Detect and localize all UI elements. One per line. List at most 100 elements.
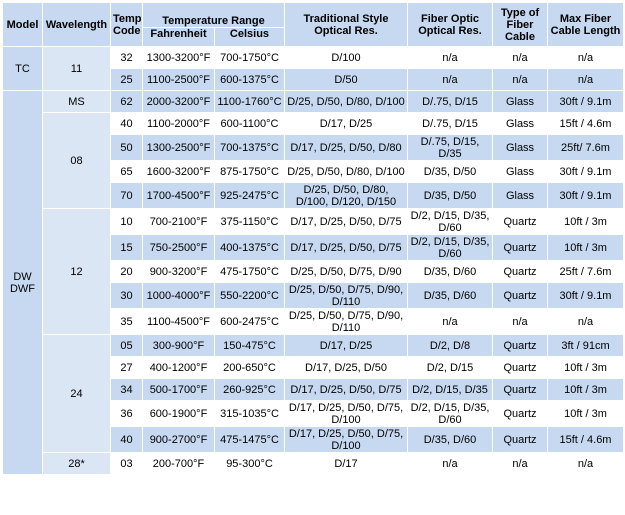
table-cell: 10ft / 3m bbox=[547, 234, 624, 261]
table-cell: 700-2100°F bbox=[142, 208, 215, 235]
table-cell: 65 bbox=[110, 160, 143, 183]
table-cell: Quartz bbox=[492, 426, 548, 453]
table-cell: D/35, D/50 bbox=[407, 160, 493, 183]
table-cell: n/a bbox=[492, 46, 548, 69]
table-cell: Quartz bbox=[492, 260, 548, 283]
table-cell: D/17, D/25, D/50, D/75, D/100 bbox=[284, 400, 408, 427]
table-cell: 10ft / 3m bbox=[547, 378, 624, 401]
table-cell: D/35, D/60 bbox=[407, 282, 493, 309]
table-cell: 150-475°C bbox=[214, 334, 285, 357]
table-row: 35 1100-4500°F 600-2475°C D/25, D/50, D/75,… bbox=[3, 308, 624, 335]
wavelength-cell: MS bbox=[42, 90, 111, 113]
table-cell: D/25, D/50, D/75, D/90, D/110 bbox=[284, 308, 408, 335]
table-row: 15 750-2500°F 400-1375°C D/17, D/25, D/50, … bbox=[3, 234, 624, 261]
table-row: DW DWF MS 62 2000-3200°F 1100-1760°C D/25, D/… bbox=[2, 90, 624, 475]
table-row: 34 500-1700°F 260-925°C D/17, D/25, D/50, D… bbox=[3, 378, 624, 401]
wavelength-cell: 11 bbox=[42, 46, 111, 91]
header-cell: Wavelength bbox=[42, 2, 111, 47]
table-cell: 40 bbox=[110, 112, 143, 135]
table-cell: 900-2700°F bbox=[142, 426, 215, 453]
table-body: TC 11 32 1300-3200°F 700-1750°C D/100 n/a n/a n/… bbox=[2, 46, 624, 475]
wavelength-cell: 08 bbox=[42, 112, 111, 209]
model-cell: TC bbox=[2, 46, 43, 91]
header-cell: Fiber Optic Optical Res. bbox=[407, 2, 493, 47]
table-cell: 550-2200°C bbox=[214, 282, 285, 309]
table-cell: n/a bbox=[492, 68, 548, 91]
table-row: 28* 03 200-700°F 95-300°C D/17 n/a n/a n/a bbox=[3, 452, 624, 475]
table-cell: Quartz bbox=[492, 282, 548, 309]
table-cell: 34 bbox=[110, 378, 143, 401]
header-cell: Celsius bbox=[214, 27, 285, 47]
table-cell: 260-925°C bbox=[214, 378, 285, 401]
table-cell: D/17, D/25, D/50, D/75 bbox=[284, 378, 408, 401]
table-cell: 25ft/ 7.6m bbox=[547, 134, 624, 161]
table-cell: 875-1750°C bbox=[214, 160, 285, 183]
table-cell: 95-300°C bbox=[214, 452, 285, 475]
table-cell: Quartz bbox=[492, 356, 548, 379]
table-cell: D/17, D/25, D/50, D/75 bbox=[284, 234, 408, 261]
table-cell: n/a bbox=[407, 308, 493, 335]
table-cell: 600-1375°C bbox=[214, 68, 285, 91]
header-cell: Traditional Style Optical Res. bbox=[284, 2, 408, 47]
table-cell: D/25, D/50, D/75, D/90 bbox=[284, 260, 408, 283]
table-cell: 1300-2500°F bbox=[142, 134, 215, 161]
table-cell: 30ft / 9.1m bbox=[547, 160, 624, 183]
table-cell: 200-650°C bbox=[214, 356, 285, 379]
table-row: 50 1300-2500°F 700-1375°C D/17, D/25, D/50,… bbox=[3, 134, 624, 161]
table-row: 65 1600-3200°F 875-1750°C D/25, D/50, D/80,… bbox=[3, 160, 624, 183]
header-cell: Temp Code bbox=[110, 2, 143, 47]
table-row: 08 40 1100-2000°F 600-1100°C D/17, D/25 D/.75… bbox=[3, 112, 624, 209]
table-cell: 30ft / 9.1m bbox=[547, 182, 624, 209]
table-cell: 15ft / 4.6m bbox=[547, 112, 624, 135]
table-cell: 10ft / 3m bbox=[547, 208, 624, 235]
table-cell: D/2, D/15, D/35, D/60 bbox=[407, 400, 493, 427]
table-cell: 70 bbox=[110, 182, 143, 209]
wavelength-cell: 12 bbox=[42, 208, 111, 335]
table-cell: D/50 bbox=[284, 68, 408, 91]
table-cell: 1600-3200°F bbox=[142, 160, 215, 183]
table-cell: 475-1475°C bbox=[214, 426, 285, 453]
table-cell: D/.75, D/15, D/35 bbox=[407, 134, 493, 161]
table-cell: 30ft / 9.1m bbox=[547, 90, 624, 113]
table-row: 25 1100-2500°F 600-1375°C D/50 n/a n/a n/a bbox=[3, 68, 624, 91]
table-cell: 62 bbox=[110, 90, 143, 113]
table-cell: n/a bbox=[547, 308, 624, 335]
table-row: 36 600-1900°F 315-1035°C D/17, D/25, D/50, … bbox=[3, 400, 624, 427]
table-cell: 400-1375°C bbox=[214, 234, 285, 261]
table-cell: Quartz bbox=[492, 400, 548, 427]
table-cell: 1100-2500°F bbox=[142, 68, 215, 91]
table-cell: n/a bbox=[492, 308, 548, 335]
table-cell: 925-2475°C bbox=[214, 182, 285, 209]
table-cell: D/17, D/25, D/50, D/75, D/100 bbox=[284, 426, 408, 453]
table-cell: D/17 bbox=[284, 452, 408, 475]
model-cell: DW DWF bbox=[2, 90, 43, 475]
table-cell: 600-2475°C bbox=[214, 308, 285, 335]
table-cell: 32 bbox=[110, 46, 143, 69]
table-cell: 35 bbox=[110, 308, 143, 335]
table-cell: 1100-1760°C bbox=[214, 90, 285, 113]
table-cell: D/25, D/50, D/80, D/100, D/120, D/150 bbox=[284, 182, 408, 209]
table-cell: Quartz bbox=[492, 334, 548, 357]
table-cell: 1300-3200°F bbox=[142, 46, 215, 69]
table-cell: D/25, D/50, D/80, D/100 bbox=[284, 90, 408, 113]
table-cell: 1000-4000°F bbox=[142, 282, 215, 309]
table-cell: 10 bbox=[110, 208, 143, 235]
table-cell: D/2, D/15, D/35 bbox=[407, 378, 493, 401]
table-cell: D/2, D/15 bbox=[407, 356, 493, 379]
table-row: TC 11 32 1300-3200°F 700-1750°C D/100 n/a n/a n/… bbox=[2, 46, 624, 91]
table-cell: n/a bbox=[407, 68, 493, 91]
table-cell: 1100-4500°F bbox=[142, 308, 215, 335]
table-cell: 475-1750°C bbox=[214, 260, 285, 283]
table-cell: 50 bbox=[110, 134, 143, 161]
table-cell: Quartz bbox=[492, 378, 548, 401]
table-cell: Glass bbox=[492, 90, 548, 113]
table-cell: 25 bbox=[110, 68, 143, 91]
table-cell: D/2, D/15, D/35, D/60 bbox=[407, 208, 493, 235]
table-cell: 1700-4500°F bbox=[142, 182, 215, 209]
table-cell: Glass bbox=[492, 112, 548, 135]
table-cell: 40 bbox=[110, 426, 143, 453]
table-cell: 15ft / 4.6m bbox=[547, 426, 624, 453]
table-row: 30 1000-4000°F 550-2200°C D/25, D/50, D/75,… bbox=[3, 282, 624, 309]
wavelength-cell: 24 bbox=[42, 334, 111, 453]
table-cell: 03 bbox=[110, 452, 143, 475]
